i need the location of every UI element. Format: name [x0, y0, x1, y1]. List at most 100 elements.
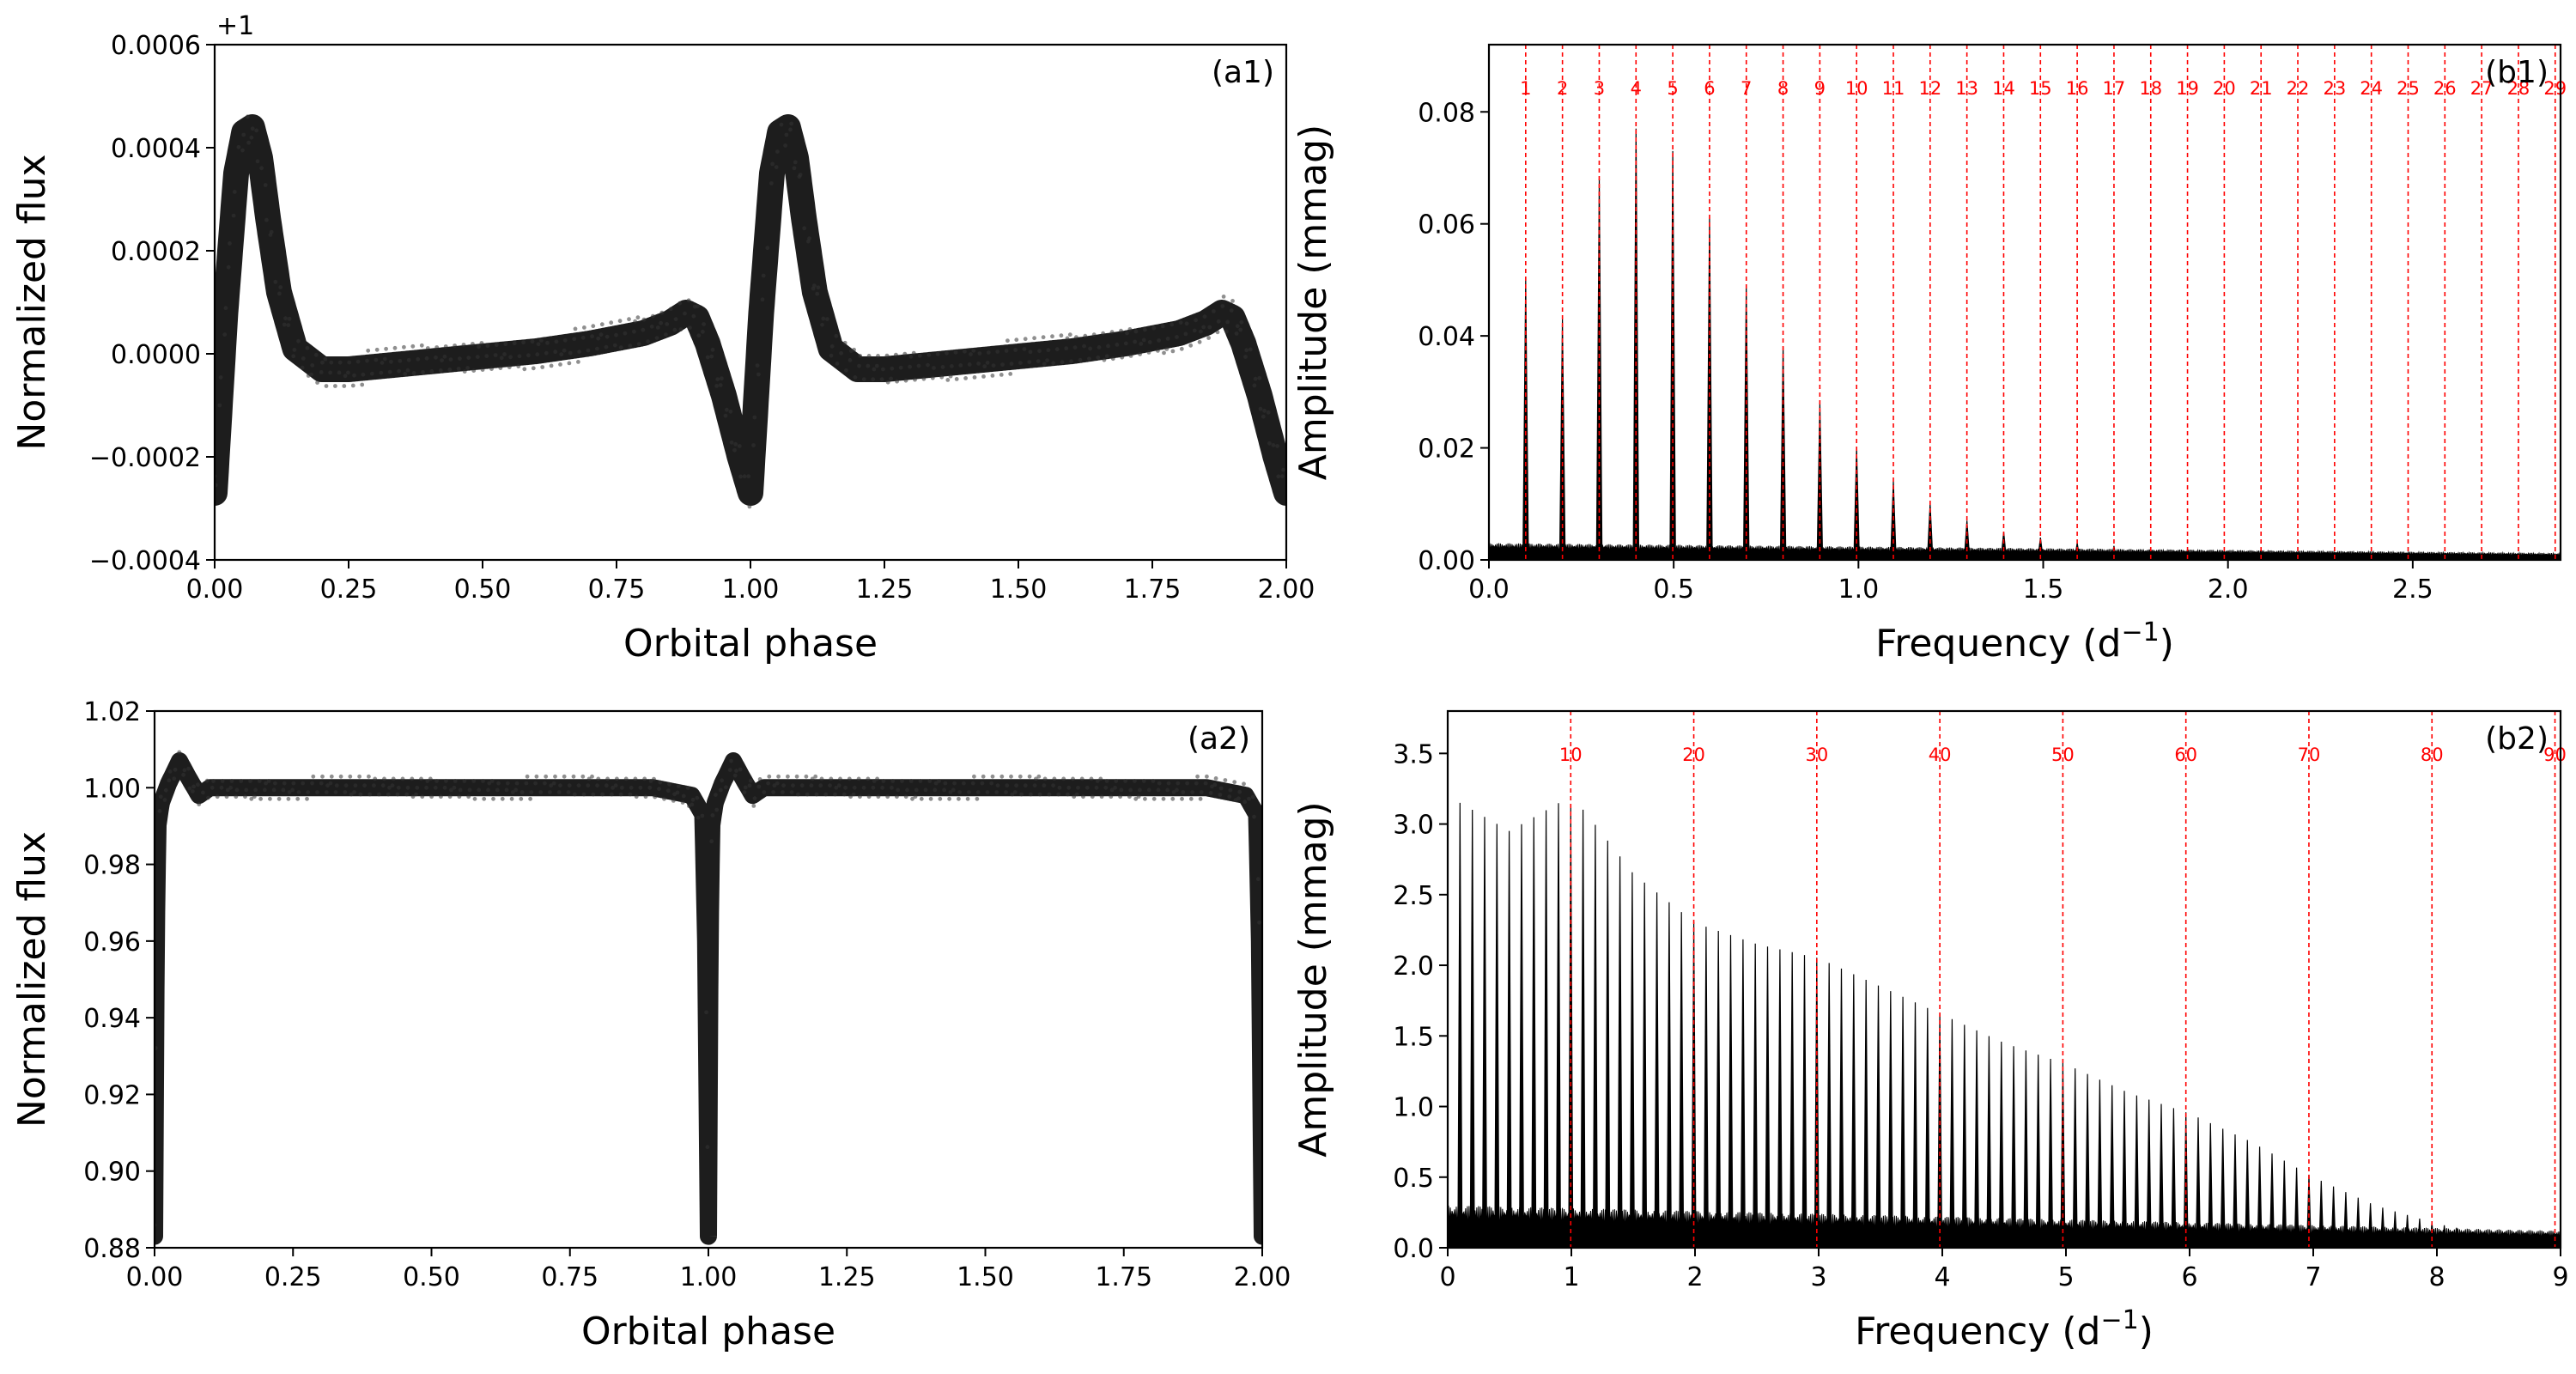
data-point — [1170, 796, 1176, 801]
data-point — [600, 792, 605, 797]
data-point — [898, 365, 903, 370]
harmonic-peak — [2232, 1134, 2239, 1248]
harmonic-peak — [2392, 1211, 2398, 1248]
data-point — [452, 785, 457, 790]
data-point — [1266, 410, 1271, 415]
data-point — [767, 774, 772, 779]
data-point — [461, 343, 466, 347]
data-point — [462, 779, 467, 783]
data-point — [1119, 328, 1123, 333]
harmonic-label: 24 — [2360, 78, 2383, 99]
data-point — [618, 345, 623, 350]
harmonic-peak — [1617, 856, 1623, 1248]
y-tick-label: 3.0 — [1393, 811, 1434, 841]
data-point — [433, 785, 438, 790]
data-point — [659, 320, 663, 325]
data-point — [628, 344, 633, 349]
data-point — [277, 291, 282, 296]
data-point — [1125, 331, 1129, 336]
data-point — [1244, 348, 1249, 353]
harmonic-label: 90 — [2543, 745, 2567, 765]
data-point — [328, 370, 332, 375]
data-point — [737, 444, 742, 448]
data-point — [911, 350, 916, 356]
data-point — [648, 779, 653, 783]
data-point — [286, 796, 291, 801]
data-point — [1041, 335, 1046, 340]
x-tick-label: 4 — [1934, 1262, 1950, 1292]
x-tick-label: 0.00 — [126, 1262, 184, 1292]
data-point — [535, 352, 540, 357]
data-point — [410, 776, 415, 781]
data-point — [770, 161, 775, 167]
data-point — [760, 297, 765, 302]
data-point — [1188, 796, 1194, 801]
harmonic-peak — [2342, 1192, 2348, 1248]
data-point — [191, 784, 197, 789]
data-point — [219, 785, 224, 790]
harmonic-label: 27 — [2470, 78, 2494, 99]
data-point — [747, 504, 752, 509]
data-point — [301, 356, 306, 361]
data-point — [590, 334, 594, 339]
harmonic-peak — [1666, 902, 1672, 1248]
x-tick-label: 0.75 — [588, 575, 646, 605]
data-point — [1190, 790, 1194, 794]
data-point — [558, 362, 562, 367]
data-point — [530, 339, 535, 344]
data-point — [493, 353, 498, 357]
data-point — [377, 792, 381, 797]
harmonic-label: 15 — [2029, 78, 2052, 99]
data-point — [701, 329, 705, 334]
data-point — [586, 348, 591, 353]
data-point — [232, 190, 237, 194]
data-point — [871, 785, 876, 790]
data-point — [943, 781, 948, 786]
data-point — [177, 750, 182, 755]
data-point — [761, 273, 766, 278]
data-point — [1042, 776, 1048, 781]
data-point — [791, 783, 795, 788]
data-point — [1133, 796, 1139, 801]
data-point — [784, 132, 789, 137]
harmonic-peak — [2134, 1095, 2140, 1248]
data-point — [814, 792, 819, 797]
data-point — [1083, 333, 1088, 338]
data-point — [533, 781, 538, 786]
data-point — [291, 781, 296, 786]
x-tick-label: 1.00 — [722, 575, 780, 605]
data-point — [1178, 320, 1183, 325]
data-point — [366, 348, 371, 353]
harmonic-peak — [1632, 128, 1640, 560]
x-tick-label: 1.50 — [990, 575, 1048, 605]
data-point — [1052, 776, 1057, 781]
data-point — [355, 359, 361, 364]
data-point — [681, 793, 686, 799]
data-point — [627, 317, 631, 322]
data-point — [545, 340, 550, 345]
data-point — [848, 349, 854, 353]
data-point — [910, 796, 914, 801]
harmonic-label: 26 — [2433, 78, 2457, 99]
data-point — [549, 363, 554, 368]
data-point — [823, 792, 829, 797]
data-point — [793, 160, 798, 165]
harmonic-peak — [1716, 930, 1722, 1248]
data-point — [662, 796, 666, 801]
harmonic-label: 60 — [2174, 745, 2197, 765]
harmonic-peak — [2035, 1055, 2041, 1248]
data-point — [1180, 796, 1184, 801]
data-point — [1136, 794, 1141, 799]
data-point — [507, 365, 512, 369]
data-point — [932, 366, 936, 370]
data-point — [387, 369, 392, 374]
data-point — [442, 785, 447, 790]
data-point — [245, 114, 250, 119]
data-point — [458, 787, 463, 793]
data-point — [990, 774, 995, 779]
data-point — [246, 140, 251, 145]
data-point — [512, 341, 517, 346]
data-point — [1162, 350, 1166, 356]
data-point — [1143, 327, 1147, 332]
